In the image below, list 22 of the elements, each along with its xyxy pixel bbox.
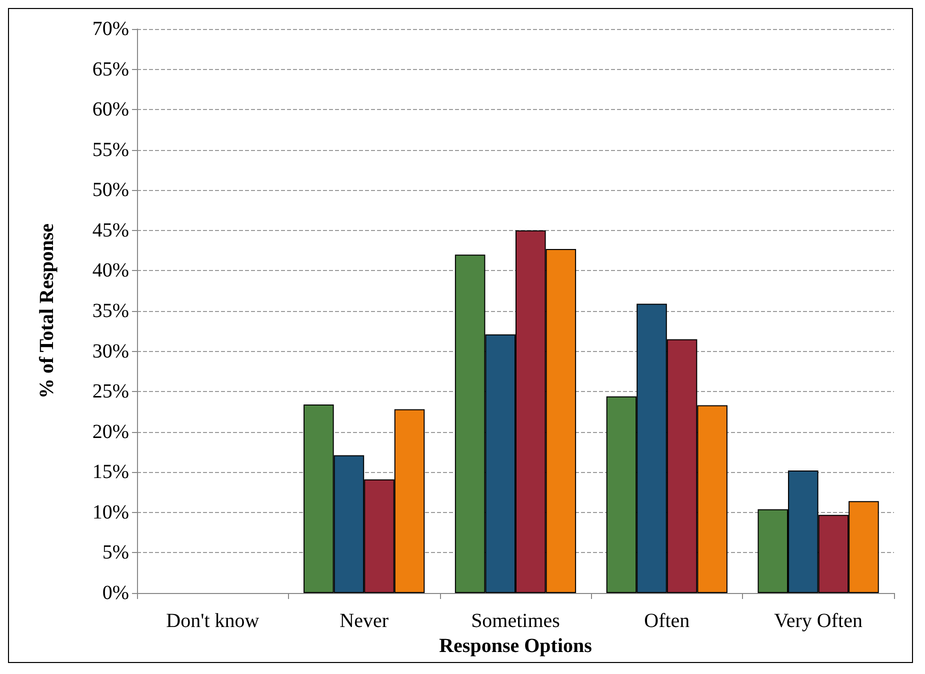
- y-tick-label: 35%: [92, 300, 129, 322]
- x-tick-label: Don't know: [166, 610, 260, 632]
- x-tick-label: Very Often: [774, 610, 862, 632]
- y-tick-label: 70%: [92, 18, 129, 40]
- y-tick-label: 25%: [92, 380, 129, 403]
- y-tick-label: 55%: [92, 138, 129, 161]
- y-tick-label: 45%: [92, 219, 129, 242]
- y-tick-label: 15%: [92, 461, 129, 484]
- y-tick-label: 5%: [102, 542, 129, 564]
- x-tick-label: Never: [340, 610, 389, 632]
- x-tick-label: Sometimes: [471, 610, 560, 632]
- y-tick-label: 0%: [102, 582, 129, 604]
- y-tick-label: 10%: [92, 501, 129, 524]
- y-axis-title: % of Total Response: [36, 223, 58, 399]
- y-tick-label: 65%: [92, 58, 129, 80]
- y-tick-label: 30%: [92, 340, 129, 362]
- y-tick-label: 60%: [92, 98, 129, 121]
- y-tick-label: 50%: [92, 179, 129, 202]
- x-tick-label: Often: [644, 610, 690, 632]
- y-tick-label: 40%: [92, 260, 129, 282]
- y-tick-label: 20%: [92, 420, 129, 443]
- x-axis-title: Response Options: [439, 634, 592, 657]
